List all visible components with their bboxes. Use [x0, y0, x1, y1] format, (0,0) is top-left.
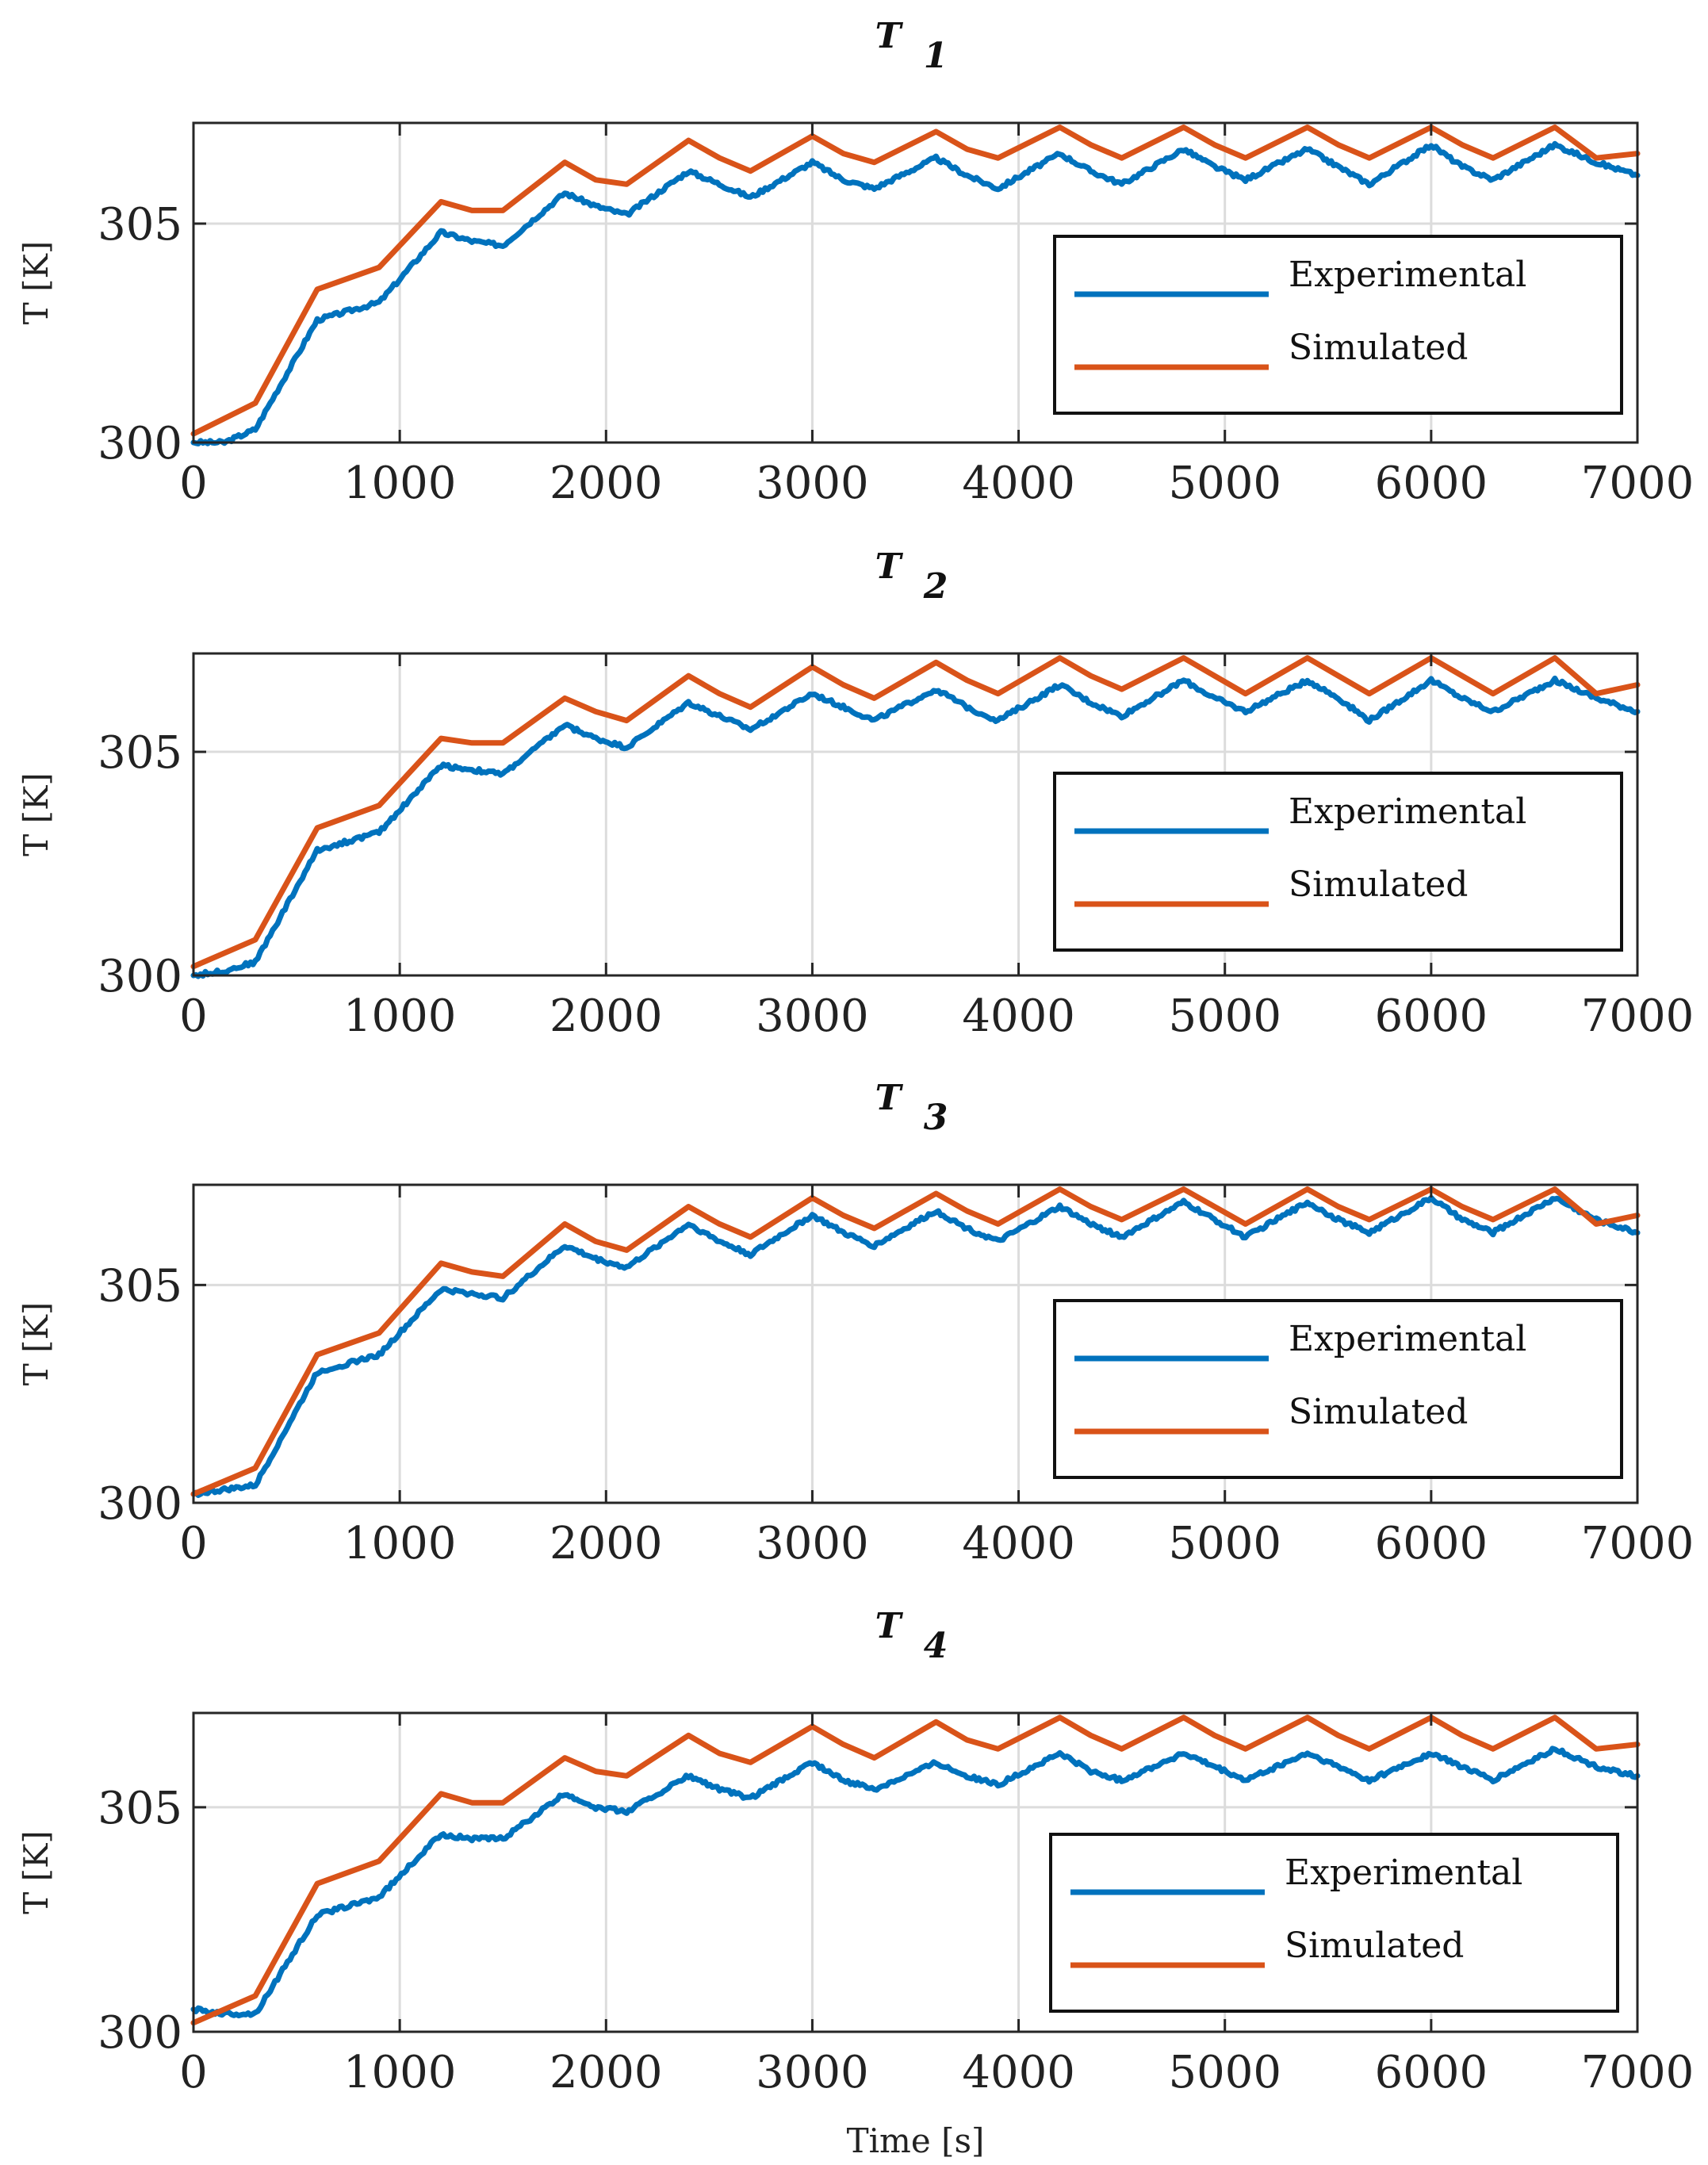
series-line-experimental: [190, 675, 1641, 979]
subplot-2: 0 1000 2000 3000 4000 5000 6000 7000 300 305 T [K]…: [17, 546, 1694, 1042]
subplot-4: 0 1000 2000 3000 4000 5000 6000 7000 300 305 T [K]…: [17, 1606, 1694, 2160]
chart-title: T: [875, 1078, 904, 1118]
x-tick-label: 7000: [1581, 458, 1695, 509]
x-tick-label: 0: [179, 2047, 208, 2098]
x-tick-label: 3000: [756, 991, 869, 1042]
y-tick-label: 300: [98, 2007, 182, 2059]
series-line-experimental: [190, 140, 1641, 446]
x-tick-label: 7000: [1581, 1518, 1695, 1569]
x-tick-label: 1000: [343, 1518, 457, 1569]
x-tick-label: 3000: [756, 2047, 869, 2098]
legend-label-experimental: Experimental: [1289, 255, 1526, 295]
x-tick-label: 5000: [1168, 1518, 1281, 1569]
chart-title-subscript: 4: [924, 1626, 948, 1666]
legend: Experimental Simulated: [1053, 772, 1623, 952]
y-axis-label: T [K]: [17, 772, 56, 856]
series-line-experimental: [190, 1194, 1641, 1498]
legend-label-experimental: Experimental: [1289, 1319, 1526, 1359]
x-tick-label: 6000: [1375, 1518, 1488, 1569]
axes-frame: [192, 121, 1639, 444]
y-tick-label: 305: [98, 1260, 182, 1312]
y-axis-label: T [K]: [17, 1302, 56, 1386]
y-axis-label: T [K]: [17, 241, 56, 325]
legend-label-simulated: Simulated: [1285, 1926, 1464, 1966]
x-tick-label: 4000: [962, 2047, 1075, 2098]
x-tick-label: 0: [179, 1518, 208, 1569]
legend: Experimental Simulated: [1049, 1833, 1619, 2013]
x-tick-label: 4000: [962, 458, 1075, 509]
chart-title: T: [875, 546, 904, 587]
x-tick-label: 0: [179, 991, 208, 1042]
legend-label-simulated: Simulated: [1289, 1392, 1468, 1432]
x-tick-label: 3000: [756, 458, 869, 509]
subplot-3: 0 1000 2000 3000 4000 5000 6000 7000 300 305 T [K]…: [17, 1078, 1694, 1569]
legend: Experimental Simulated: [1053, 1299, 1623, 1479]
x-tick-label: 2000: [550, 458, 663, 509]
x-tick-label: 6000: [1375, 2047, 1488, 2098]
x-tick-label: 2000: [550, 991, 663, 1042]
legend-box: [1053, 772, 1623, 952]
x-tick-label: 4000: [962, 1518, 1075, 1569]
legend-box: [1053, 235, 1623, 415]
series-line-simulated: [190, 125, 1641, 437]
series-line-simulated: [190, 655, 1641, 970]
x-tick-label: 7000: [1581, 2047, 1695, 2098]
axes-frame: [192, 1711, 1639, 2033]
y-tick-label: 300: [98, 1478, 182, 1530]
x-tick-label: 2000: [550, 2047, 663, 2098]
y-tick-label: 300: [98, 418, 182, 469]
chart-title: T: [875, 1606, 904, 1646]
x-tick-label: 1000: [343, 458, 457, 509]
x-tick-label: 5000: [1168, 458, 1281, 509]
y-tick-label: 305: [98, 1783, 182, 1834]
series-line-experimental: [190, 1745, 1641, 2019]
x-axis-label: Time [s]: [847, 2121, 985, 2160]
x-tick-label: 6000: [1375, 991, 1488, 1042]
series-line-simulated: [190, 1715, 1641, 2026]
legend-label-simulated: Simulated: [1289, 328, 1468, 368]
x-tick-label: 0: [179, 458, 208, 509]
y-tick-label: 305: [98, 199, 182, 251]
axes-frame: [192, 1183, 1639, 1504]
x-tick-label: 4000: [962, 991, 1075, 1042]
series-line-simulated: [190, 1186, 1641, 1497]
x-tick-label: 6000: [1375, 458, 1488, 509]
legend-label-simulated: Simulated: [1289, 864, 1468, 905]
x-tick-label: 2000: [550, 1518, 663, 1569]
x-tick-label: 3000: [756, 1518, 869, 1569]
chart-title-subscript: 1: [924, 36, 948, 76]
chart-title-subscript: 2: [923, 566, 948, 607]
y-tick-label: 305: [98, 727, 182, 779]
subplot-1: 0 1000 2000 3000 4000 5000 6000 7000 300 305 T [K]…: [17, 16, 1694, 509]
x-tick-label: 7000: [1581, 991, 1695, 1042]
chart-title: T: [875, 16, 904, 56]
y-tick-label: 300: [98, 951, 182, 1002]
x-tick-label: 1000: [343, 2047, 457, 2098]
x-tick-label: 5000: [1168, 991, 1281, 1042]
chart-title-subscript: 3: [924, 1098, 948, 1138]
legend: Experimental Simulated: [1053, 235, 1623, 415]
legend-label-experimental: Experimental: [1289, 791, 1526, 832]
y-axis-label: T [K]: [17, 1830, 56, 1914]
x-tick-label: 1000: [343, 991, 457, 1042]
legend-label-experimental: Experimental: [1285, 1853, 1522, 1893]
axes-frame: [192, 652, 1639, 977]
legend-box: [1049, 1833, 1619, 2013]
x-tick-label: 5000: [1168, 2047, 1281, 2098]
legend-box: [1053, 1299, 1623, 1479]
